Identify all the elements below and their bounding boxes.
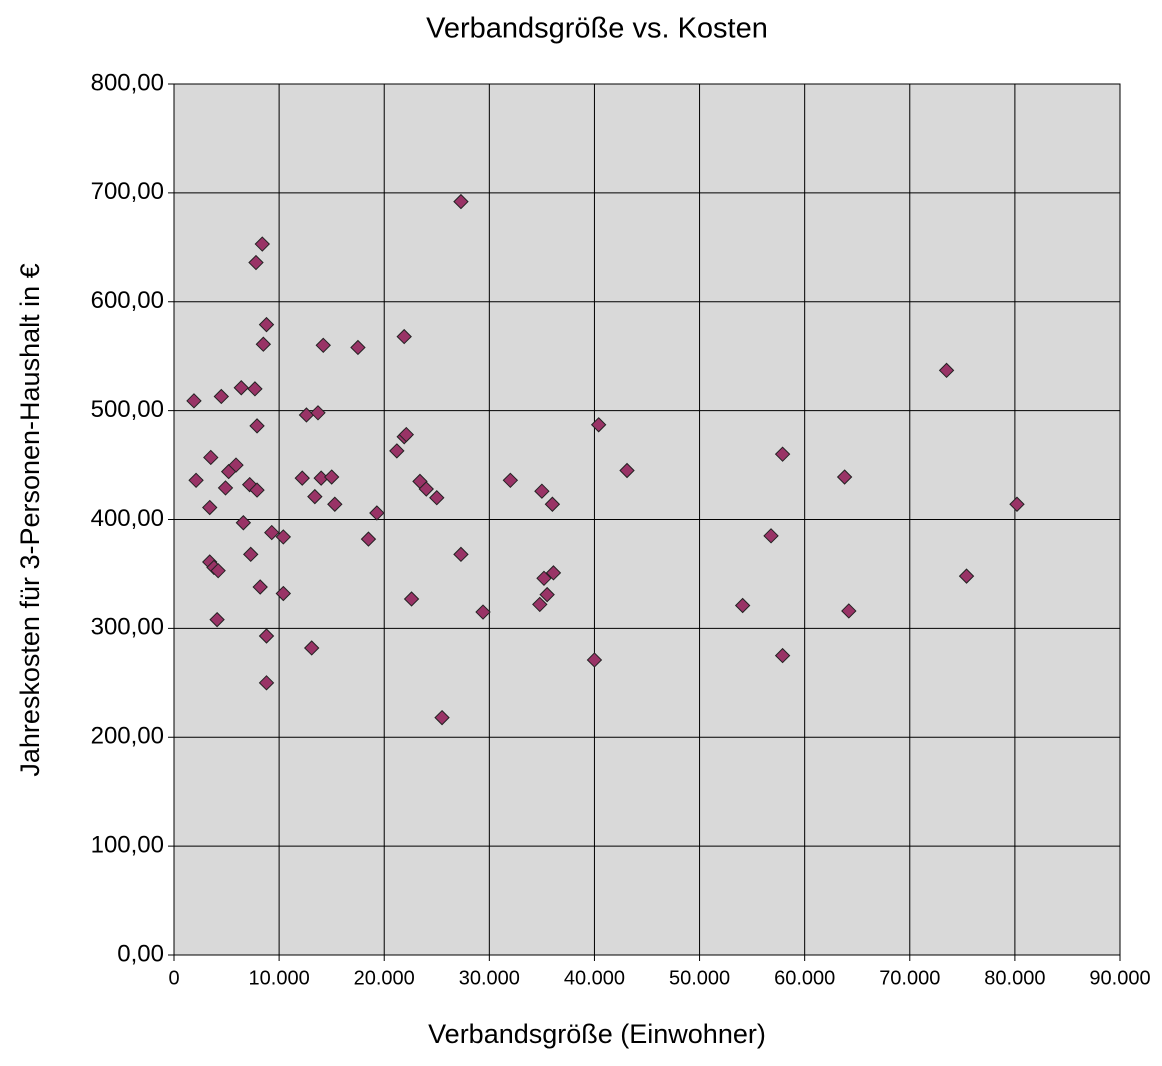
x-tick-label: 80.000 <box>984 967 1045 989</box>
point <box>243 546 259 563</box>
point <box>210 562 226 579</box>
point <box>209 611 225 628</box>
point <box>774 446 791 462</box>
point <box>258 675 275 691</box>
point <box>1009 496 1025 512</box>
y-tick-label: 400,00 <box>91 505 164 532</box>
point <box>294 470 310 486</box>
point <box>217 480 234 496</box>
point <box>188 472 204 489</box>
point <box>252 579 268 595</box>
point <box>249 418 265 434</box>
plot-border <box>173 83 1121 956</box>
point <box>202 499 218 516</box>
y-tick-label: 300,00 <box>91 614 164 641</box>
point <box>249 482 265 498</box>
x-tick-label: 70.000 <box>879 967 940 989</box>
point <box>233 380 249 396</box>
point <box>502 472 519 489</box>
point <box>369 505 385 521</box>
x-tick-label: 40.000 <box>564 967 625 989</box>
point <box>350 339 366 356</box>
point <box>235 515 252 531</box>
point <box>254 236 271 252</box>
y-axis-label: Jahreskosten für 3-Personen-Haushalt in … <box>15 263 45 776</box>
point <box>396 328 412 345</box>
point <box>247 381 263 397</box>
x-tick-label: 20.000 <box>354 967 415 989</box>
point <box>590 417 607 433</box>
y-tick-label: 0,00 <box>117 940 164 967</box>
point <box>213 388 230 405</box>
point <box>841 603 857 619</box>
x-tick-label: 30.000 <box>459 967 520 989</box>
x-tick-label: 50.000 <box>669 967 730 989</box>
y-tick-label: 500,00 <box>91 396 164 423</box>
x-tick-label: 90.000 <box>1089 967 1150 989</box>
point <box>275 529 292 545</box>
point <box>307 488 323 505</box>
x-tick-label: 60.000 <box>774 967 835 989</box>
point <box>453 193 469 210</box>
point <box>836 469 853 485</box>
point <box>258 316 275 333</box>
y-tick-label: 600,00 <box>91 287 164 314</box>
point <box>360 531 377 547</box>
point <box>434 709 450 726</box>
x-axis-label: Verbandsgröße (Einwohner) <box>428 1019 766 1049</box>
point <box>310 405 326 421</box>
y-tick-label: 800,00 <box>91 69 164 96</box>
x-tick-label: 0 <box>168 967 179 989</box>
point <box>763 528 779 544</box>
point <box>429 490 445 506</box>
point <box>258 628 275 644</box>
point <box>403 591 420 607</box>
y-tick-label: 100,00 <box>91 831 164 858</box>
point <box>203 449 219 466</box>
point <box>534 483 550 499</box>
point <box>619 462 635 479</box>
point <box>453 546 469 563</box>
point <box>389 443 405 459</box>
point <box>248 254 264 271</box>
point <box>536 570 552 586</box>
chart-title: Verbandsgröße vs. Kosten <box>426 13 768 45</box>
point <box>315 337 331 354</box>
point <box>545 565 562 581</box>
point <box>734 597 751 614</box>
point <box>186 393 202 409</box>
y-tick-label: 700,00 <box>91 178 164 205</box>
point <box>532 596 548 613</box>
point <box>398 426 415 443</box>
y-tick-label: 200,00 <box>91 723 164 750</box>
point <box>303 640 320 656</box>
point <box>958 568 975 584</box>
point <box>264 524 280 541</box>
x-tick-label: 10.000 <box>249 967 310 989</box>
point <box>275 585 292 602</box>
point <box>475 604 491 620</box>
point <box>938 362 955 379</box>
point <box>544 496 561 512</box>
point <box>774 647 791 664</box>
point <box>323 469 340 485</box>
point <box>539 586 555 603</box>
point <box>228 457 244 473</box>
point <box>418 481 434 497</box>
point <box>586 652 603 668</box>
point <box>255 336 272 352</box>
point <box>327 496 343 512</box>
